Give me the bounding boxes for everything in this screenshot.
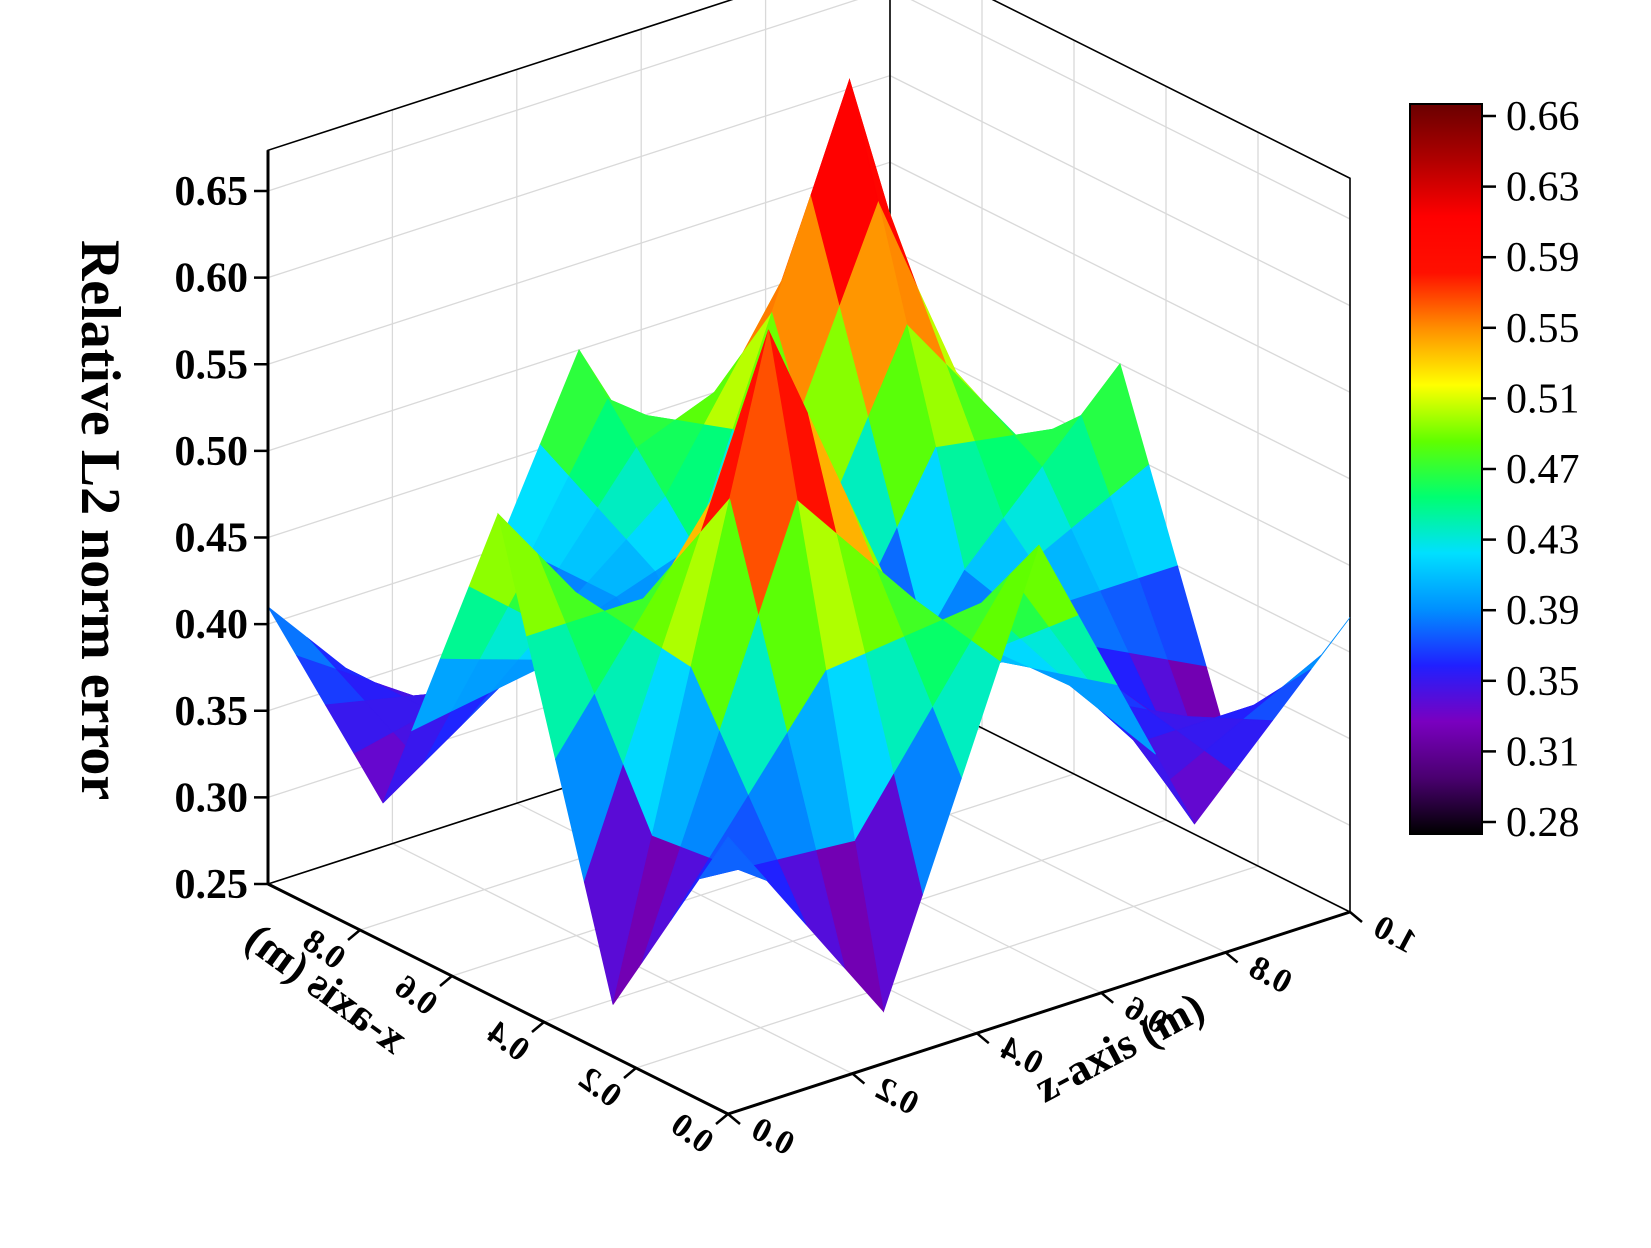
colorbar-tick-label: 0.66	[1506, 94, 1580, 140]
colorbar-tick-label: 0.47	[1506, 447, 1580, 493]
z-tick-label: 0.50	[175, 429, 249, 475]
grid-line-z	[267, 0, 1351, 220]
y-tick	[727, 1113, 741, 1125]
colorbar-tick-label: 0.28	[1506, 800, 1580, 846]
x-tick-label: 0.0	[664, 1106, 720, 1161]
y-tick-label: 0.2	[870, 1070, 925, 1123]
z-tick-label: 0.55	[175, 342, 249, 388]
z-tick-label: 0.40	[175, 602, 249, 648]
y-tick-label: 0.0	[745, 1110, 800, 1163]
y-tick	[851, 1072, 866, 1085]
surface-patch	[698, 836, 768, 881]
colorbar-tick-label: 0.31	[1506, 729, 1580, 775]
y-tick	[1100, 991, 1115, 1004]
z-axis-label: Relative L2 norm error	[69, 240, 131, 800]
z-tick-label: 0.65	[175, 169, 249, 215]
colorbar-tick-label: 0.35	[1506, 659, 1580, 705]
colorbar: 0.66 0.63 0.59 0.55 0.51 0.47 0.43 0.39 0.35 0.31…	[1409, 94, 1580, 846]
z-tick-label: 0.25	[175, 862, 249, 908]
colorbar-tick-label: 0.51	[1506, 376, 1580, 422]
z-tick-label: 0.45	[175, 516, 249, 562]
colorbar-tick-label: 0.43	[1506, 518, 1580, 564]
y-tick-label: 0.8	[1243, 949, 1298, 1002]
colorbar-tick-label: 0.63	[1506, 165, 1580, 211]
z-tick-label: 0.30	[175, 775, 249, 821]
x-tick	[623, 1067, 637, 1079]
y-tick	[1349, 911, 1363, 923]
colorbar-tick-label: 0.39	[1506, 588, 1580, 634]
z-tick-label: 0.35	[175, 689, 249, 735]
y-tick	[975, 1032, 990, 1045]
y-axis-label: z-axis (m)	[1026, 982, 1212, 1112]
x-tick	[715, 1113, 729, 1125]
colorbar-tick-label: 0.55	[1506, 306, 1580, 352]
surface-patch	[1242, 668, 1312, 722]
x-axis-line	[267, 882, 729, 1116]
colorbar-tick-label: 0.59	[1506, 235, 1580, 281]
surface-patch	[1282, 617, 1351, 688]
colorbar-gradient	[1409, 103, 1483, 835]
surface-plot	[267, 78, 1351, 1013]
x-tick-label: 0.2	[572, 1060, 628, 1115]
x-tick	[531, 1021, 545, 1033]
y-axis-line	[727, 910, 1351, 1116]
x-tick-label: 0.4	[480, 1014, 536, 1069]
axes: 0.25 0.30 0.35 0.40 0.45 0.50 0.55 0.60 0.65 0.0 0…	[175, 150, 1422, 1163]
z-tick-label: 0.60	[175, 256, 249, 302]
grid-line-floor	[635, 865, 1259, 1069]
x-tick	[439, 975, 453, 987]
y-tick-label: 1.0	[1367, 908, 1422, 961]
x-tick	[347, 929, 361, 941]
y-tick	[1224, 951, 1239, 964]
